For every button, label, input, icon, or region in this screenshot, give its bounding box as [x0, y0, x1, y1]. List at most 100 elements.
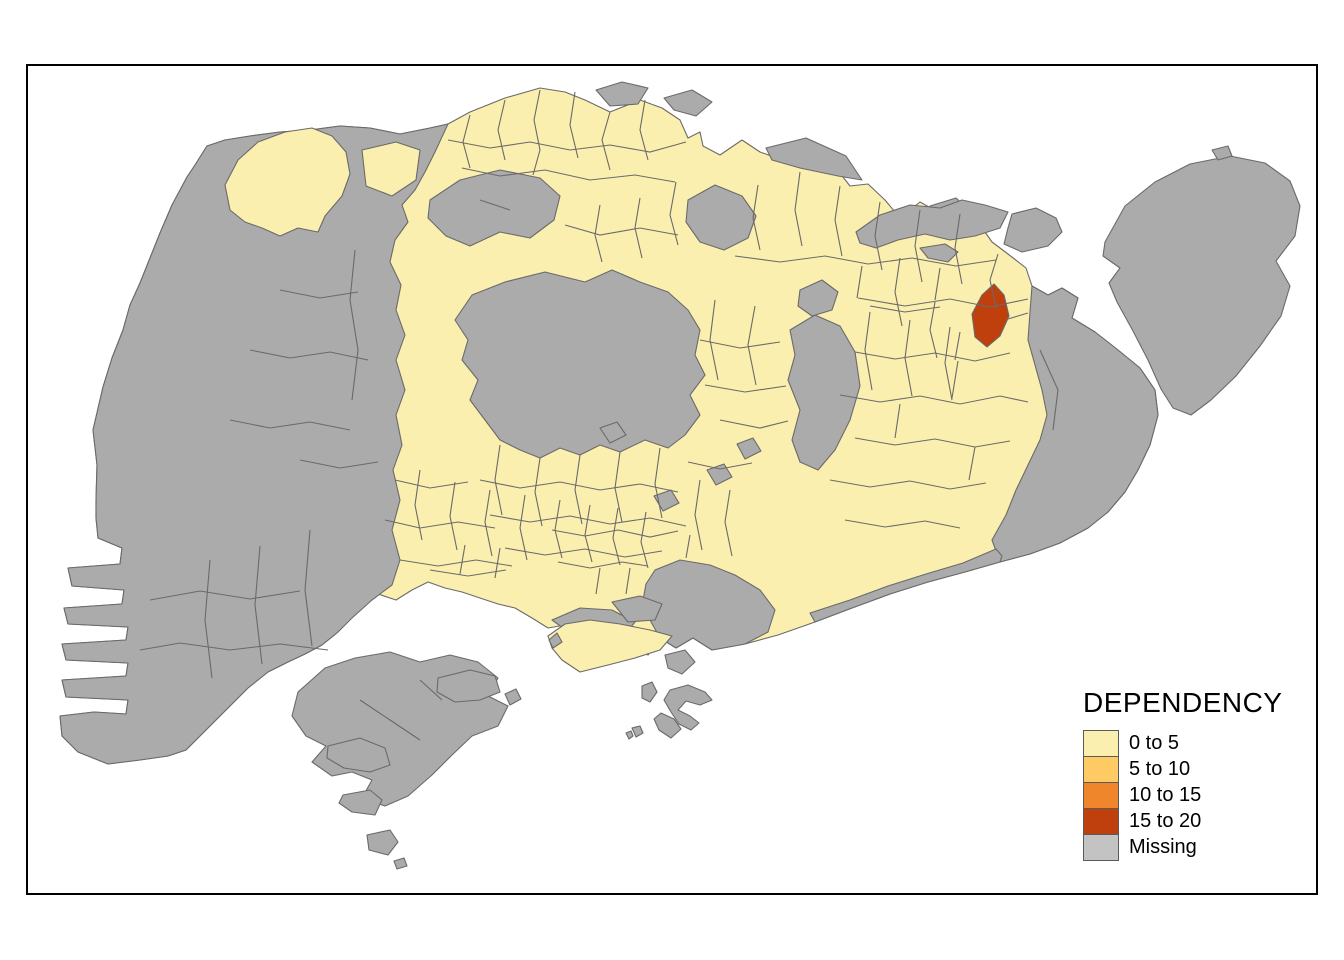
subzone-boundary — [574, 454, 583, 525]
subzone-boundary — [299, 459, 379, 469]
subzone-boundary — [584, 504, 593, 563]
map-region-coast-sembawang-1 — [595, 81, 649, 107]
subzone-boundary — [829, 479, 987, 490]
subzone-boundary — [654, 447, 663, 519]
subzone-boundary — [601, 111, 611, 171]
legend-item: 0 to 5 — [1083, 730, 1282, 757]
map-region-pulau-brani — [611, 595, 663, 623]
legend-item: 10 to 15 — [1083, 782, 1282, 809]
subzone-boundary — [639, 99, 649, 161]
subzone-boundary — [459, 544, 466, 575]
subzone-boundary — [699, 339, 781, 349]
map-region-central-catchment — [454, 269, 706, 459]
subzone-boundary — [704, 384, 787, 393]
map-regions-layer — [59, 81, 1301, 870]
subzone-boundary — [854, 437, 1011, 448]
subzone-boundary — [719, 419, 789, 429]
legend-swatch-missing-icon — [1083, 834, 1119, 861]
map-region-pulau-sudong — [338, 789, 383, 816]
subzone-boundary — [839, 394, 1029, 405]
subzone-boundary — [595, 567, 601, 595]
subzone-boundary — [519, 494, 528, 561]
subzone-boundary — [479, 479, 679, 493]
subzone-boundary — [304, 529, 313, 647]
subzone-boundary — [954, 331, 961, 361]
map-region-pulau-ubin-west — [855, 199, 1009, 249]
subzone-boundary — [429, 569, 507, 577]
subzone-boundary — [834, 185, 843, 257]
subzone-boundary — [709, 299, 719, 381]
map-region-west-region — [59, 123, 449, 765]
legend-swatch-5-10-icon — [1083, 756, 1119, 783]
subzone-boundary — [489, 514, 687, 527]
map-region-changi — [991, 285, 1159, 563]
subzone-boundary — [794, 171, 803, 247]
subzone-boundary — [968, 446, 976, 481]
subzone-boundary — [349, 249, 359, 401]
map-region-sentosa-west-tip — [548, 632, 563, 649]
subzone-boundary — [494, 444, 503, 516]
subzone-boundary — [724, 489, 733, 557]
subzone-boundary — [461, 167, 676, 183]
subzone-boundary — [869, 305, 941, 313]
subzone-boundary — [384, 519, 496, 529]
subzone-boundary — [685, 534, 691, 559]
subzone-boundary — [612, 507, 621, 566]
map-region-pulau-ubin-east — [1003, 207, 1063, 253]
map-region-patch-macritchie — [599, 421, 627, 444]
subzone-boundary — [359, 699, 421, 741]
subzone-boundary — [532, 89, 541, 176]
map-region-patch-geylang — [736, 437, 762, 460]
subzone-boundary — [934, 267, 941, 301]
subzone-boundary — [564, 224, 679, 236]
legend: DEPENDENCY 0 to 5 5 to 10 10 to 15 15 to… — [1083, 687, 1282, 861]
map-region-northeast-red-subzone — [971, 283, 1010, 348]
legend-item-label: 10 to 15 — [1129, 784, 1202, 806]
map-region-pulau-bukum — [436, 669, 501, 703]
legend-swatch-0-5-icon — [1083, 730, 1119, 757]
map-region-island-st-johns — [653, 712, 682, 739]
map-region-island-tekukor — [641, 681, 658, 703]
subzone-boundary — [449, 481, 458, 551]
map-region-island-sisters-2 — [625, 730, 634, 740]
subzone-boundary — [279, 289, 359, 299]
subzone-boundary — [569, 91, 579, 159]
subzone-boundary — [640, 511, 649, 569]
map-region-sungei-kadut — [361, 141, 421, 197]
map-region-coast-simpang — [765, 137, 863, 181]
subzone-boundary — [479, 199, 511, 211]
subzone-boundary — [494, 547, 501, 579]
map-region-patch-kallang — [706, 463, 733, 486]
legend-item: 5 to 10 — [1083, 756, 1282, 783]
subzone-boundary — [149, 590, 301, 601]
map-region-coast-sembawang-2 — [663, 89, 713, 117]
subzone-boundary — [734, 255, 997, 267]
subzone-boundary — [864, 311, 873, 391]
map-region-island-lazarus — [663, 684, 713, 731]
map-region-east-coast-strip — [809, 548, 1003, 623]
subzone-boundary — [625, 567, 631, 595]
subzone-boundary — [551, 529, 679, 538]
subzone-boundary — [954, 213, 963, 285]
subzone-boundary — [752, 184, 761, 251]
subzone-boundary — [534, 457, 543, 527]
map-region-pulau-semakau — [326, 737, 391, 773]
subzone-boundary — [694, 479, 703, 551]
map-region-sentosa — [547, 619, 673, 673]
subzone-boundary — [139, 642, 329, 651]
map-region-pulau-bukum-kechil — [504, 688, 522, 706]
subzone-boundary — [557, 561, 649, 569]
subzone-boundary — [894, 257, 903, 327]
subzone-boundary — [484, 489, 493, 557]
subzone-boundary — [497, 99, 506, 161]
map-region-island-sisters-1 — [631, 725, 644, 738]
map-region-pulau-ubin-south — [919, 243, 959, 263]
subzone-boundary — [687, 461, 753, 470]
map-region-seletar — [685, 184, 757, 251]
subzone-boundary — [856, 265, 863, 299]
legend-item-label: Missing — [1129, 836, 1197, 858]
subzone-boundary — [504, 547, 663, 558]
subzone-boundary — [914, 209, 923, 283]
